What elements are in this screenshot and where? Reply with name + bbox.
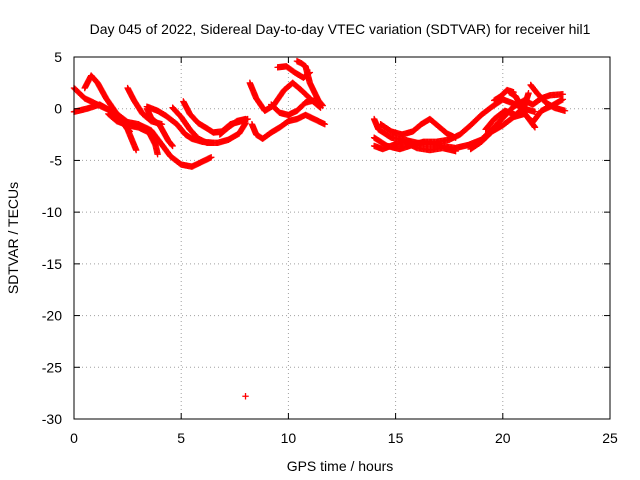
data-point xyxy=(154,151,161,158)
y-tick-label: -30 xyxy=(42,411,62,427)
data-point xyxy=(242,115,249,123)
y-tick-label: -20 xyxy=(42,308,62,324)
x-tick-label: 25 xyxy=(602,430,618,446)
y-tick-label: -25 xyxy=(42,359,62,375)
data-point xyxy=(318,101,326,108)
data-point xyxy=(132,146,140,154)
axis-ticks: 0 5 10 15 20 25 5 0 -5 -10 -15 -20 -25 -30 xyxy=(42,49,618,446)
data-point xyxy=(169,142,176,150)
data-point xyxy=(126,128,133,135)
data-point xyxy=(531,123,538,130)
x-tick-label: 20 xyxy=(495,430,511,446)
data-point xyxy=(319,102,326,109)
data-point xyxy=(525,90,532,97)
y-axis-label: SDTVAR / TECUs xyxy=(5,182,21,294)
chart-title: Day 045 of 2022, Sidereal Day-to-day VTE… xyxy=(90,21,591,37)
y-tick-label: -5 xyxy=(50,152,63,168)
data-point xyxy=(168,141,176,149)
data-point xyxy=(208,154,215,161)
data-point xyxy=(559,96,567,103)
data-point xyxy=(452,134,459,141)
data-point xyxy=(531,108,539,116)
x-tick-label: 0 xyxy=(70,430,78,446)
plot-frame xyxy=(73,56,611,420)
data-point xyxy=(510,88,517,96)
data-point xyxy=(531,124,539,131)
data-point xyxy=(321,121,329,128)
y-tick-label: 0 xyxy=(54,101,62,117)
data-point xyxy=(452,147,459,155)
y-tick-label: -15 xyxy=(42,256,62,272)
y-tick-label: -10 xyxy=(42,204,62,220)
y-tick-label: 5 xyxy=(54,49,62,65)
data-point xyxy=(242,393,249,400)
x-tick-label: 15 xyxy=(388,430,404,446)
data-points xyxy=(70,57,569,400)
x-axis-label: GPS time / hours xyxy=(287,458,394,474)
x-tick-label: 5 xyxy=(177,430,185,446)
data-point xyxy=(561,107,569,114)
x-tick-label: 10 xyxy=(281,430,297,446)
